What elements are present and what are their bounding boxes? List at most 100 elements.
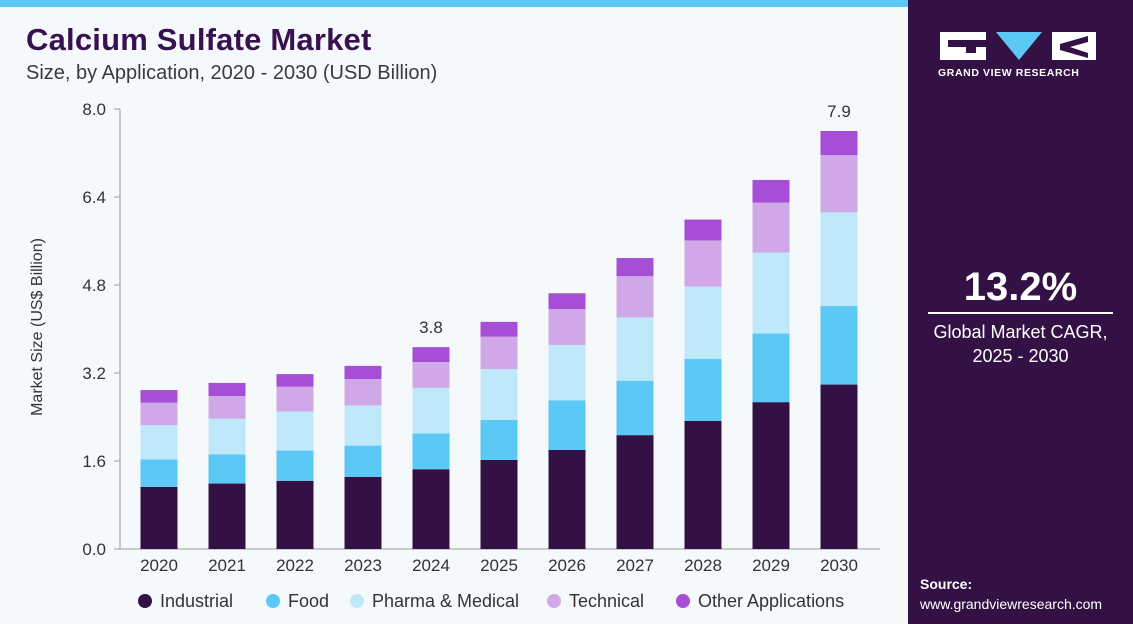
legend-marker bbox=[350, 594, 364, 608]
bar-segment bbox=[412, 347, 450, 362]
side-panel: GRAND VIEW RESEARCH 13.2% Global Market … bbox=[908, 0, 1133, 624]
bar-segment bbox=[548, 400, 586, 450]
bar-segment bbox=[684, 219, 722, 241]
legend-label: Technical bbox=[569, 591, 644, 611]
y-tick-label: 3.2 bbox=[82, 364, 106, 383]
bar-segment bbox=[276, 374, 314, 387]
bar-segment bbox=[140, 402, 178, 426]
bar-segment bbox=[140, 486, 178, 549]
bar-segment bbox=[820, 305, 858, 385]
y-tick-label: 6.4 bbox=[82, 188, 106, 207]
bar-segment bbox=[140, 390, 178, 403]
x-tick-label: 2025 bbox=[480, 556, 518, 575]
x-tick-label: 2023 bbox=[344, 556, 382, 575]
bar-segment bbox=[344, 365, 382, 380]
x-tick-label: 2028 bbox=[684, 556, 722, 575]
cagr-label: Global Market CAGR, 2025 - 2030 bbox=[908, 320, 1133, 368]
data-label: 7.9 bbox=[827, 102, 851, 121]
bar-segment bbox=[752, 333, 790, 403]
bar-segment bbox=[480, 321, 518, 337]
y-tick-label: 4.8 bbox=[82, 276, 106, 295]
bar-segment bbox=[140, 459, 178, 487]
gvr-logo-icon bbox=[940, 32, 1096, 60]
bar-segment bbox=[752, 252, 790, 334]
bar-segment bbox=[820, 155, 858, 213]
bar-segment bbox=[548, 344, 586, 401]
bar-segment bbox=[548, 309, 586, 345]
bar-segment bbox=[412, 469, 450, 549]
bar-segment bbox=[616, 276, 654, 318]
bar-segment bbox=[480, 419, 518, 460]
bar-segment bbox=[208, 382, 246, 397]
bar-segment bbox=[820, 384, 858, 549]
bar-segment bbox=[344, 445, 382, 477]
legend-marker bbox=[138, 594, 152, 608]
accent-stripe bbox=[0, 0, 908, 7]
bar-segment bbox=[616, 380, 654, 436]
legend-label: Other Applications bbox=[698, 591, 844, 611]
chart-subtitle: Size, by Application, 2020 - 2030 (USD B… bbox=[26, 62, 438, 84]
y-axis-label: Market Size (US$ Billion) bbox=[29, 238, 46, 416]
x-tick-label: 2024 bbox=[412, 556, 450, 575]
bar-segment bbox=[412, 362, 450, 388]
bar-segment bbox=[684, 240, 722, 287]
x-tick-label: 2030 bbox=[820, 556, 858, 575]
legend-label: Food bbox=[288, 591, 329, 611]
bar-segment bbox=[820, 212, 858, 306]
bar-segment bbox=[820, 131, 858, 156]
legend-marker bbox=[676, 594, 690, 608]
bar-segment bbox=[344, 379, 382, 406]
bar-segment bbox=[480, 369, 518, 420]
chart-panel: Calcium Sulfate Market Size, by Applicat… bbox=[0, 0, 908, 611]
legend-label: Industrial bbox=[160, 591, 233, 611]
legend-marker bbox=[266, 594, 280, 608]
cagr-label-line1: Global Market CAGR, bbox=[933, 322, 1108, 342]
bar-segment bbox=[208, 396, 246, 419]
bar-segment bbox=[276, 386, 314, 412]
bar-segment bbox=[344, 476, 382, 549]
source-title: Source: bbox=[920, 576, 973, 592]
bar-segment bbox=[616, 435, 654, 549]
bar-segment bbox=[276, 450, 314, 481]
chart-title: Calcium Sulfate Market bbox=[26, 22, 372, 57]
cagr-divider bbox=[928, 312, 1113, 314]
x-tick-label: 2020 bbox=[140, 556, 178, 575]
cagr-value: 13.2% bbox=[963, 265, 1078, 309]
cagr-label-line2: 2025 - 2030 bbox=[972, 346, 1069, 366]
y-tick-label: 8.0 bbox=[82, 100, 106, 119]
legend-label: Pharma & Medical bbox=[372, 591, 519, 611]
x-tick-label: 2022 bbox=[276, 556, 314, 575]
bar-segment bbox=[344, 405, 382, 446]
bar-segment bbox=[480, 459, 518, 549]
bar-segment bbox=[480, 336, 518, 370]
bar-segment bbox=[752, 402, 790, 549]
y-tick-label: 0.0 bbox=[82, 540, 106, 559]
stacked-bar-chart: 0.0 1.6 3.2 4.8 6.4 8.0 Market Size (US$ Billi… bbox=[29, 100, 880, 611]
bar-segment bbox=[684, 286, 722, 359]
bar-segment bbox=[616, 258, 654, 277]
bar-segment bbox=[208, 454, 246, 484]
bar-segment bbox=[548, 293, 586, 310]
data-label: 3.8 bbox=[419, 318, 443, 337]
bar-segment bbox=[208, 418, 246, 455]
x-tick-label: 2029 bbox=[752, 556, 790, 575]
bar-segment bbox=[276, 480, 314, 549]
bar-segment bbox=[208, 483, 246, 549]
bar-segment bbox=[752, 202, 790, 253]
brand-name: GRAND VIEW RESEARCH bbox=[938, 67, 1080, 79]
bar-segment bbox=[616, 317, 654, 381]
legend-marker bbox=[547, 594, 561, 608]
bar-segment bbox=[752, 179, 790, 203]
bar-segment bbox=[140, 425, 178, 460]
bar-segment bbox=[684, 358, 722, 421]
bar-segment bbox=[548, 450, 586, 549]
bar-segment bbox=[412, 433, 450, 470]
bar-segment bbox=[684, 420, 722, 549]
x-tick-label: 2021 bbox=[208, 556, 246, 575]
bar-segment bbox=[276, 411, 314, 451]
x-tick-label: 2027 bbox=[616, 556, 654, 575]
x-tick-label: 2026 bbox=[548, 556, 586, 575]
y-tick-label: 1.6 bbox=[82, 452, 106, 471]
bar-segment bbox=[412, 387, 450, 434]
source-url[interactable]: www.grandviewresearch.com bbox=[920, 596, 1103, 612]
